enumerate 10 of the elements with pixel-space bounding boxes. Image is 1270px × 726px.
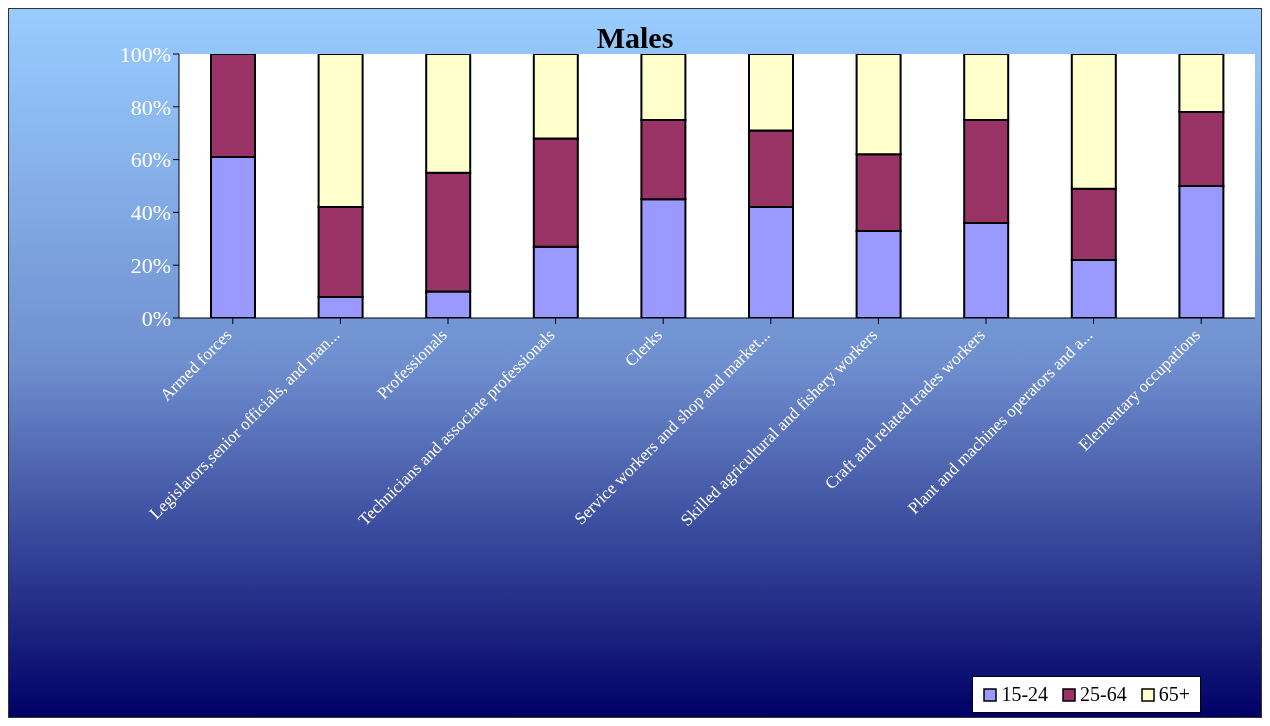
chart-title: Males bbox=[596, 21, 674, 54]
y-tick-label: 60% bbox=[130, 147, 171, 173]
y-tick-label: 40% bbox=[130, 200, 171, 226]
y-tick-label: 80% bbox=[130, 94, 171, 120]
legend-label: 15-24 bbox=[1001, 683, 1049, 706]
y-tick-label: 100% bbox=[119, 41, 171, 67]
y-tick-label: 0% bbox=[141, 305, 171, 331]
legend-label: 65+ bbox=[1158, 683, 1190, 706]
y-tick-label: 20% bbox=[130, 253, 171, 279]
legend-label: 25-64 bbox=[1080, 683, 1127, 706]
